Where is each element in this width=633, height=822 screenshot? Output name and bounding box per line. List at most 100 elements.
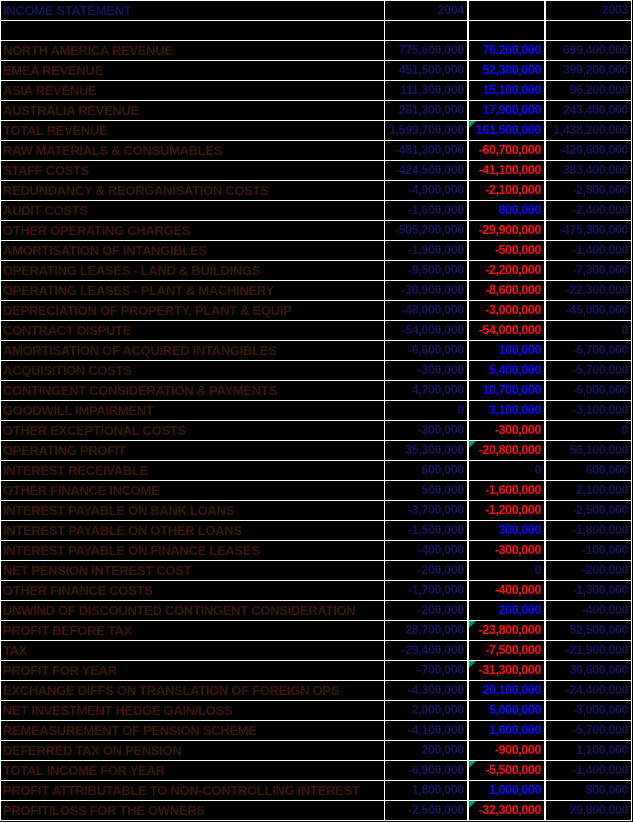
row-label[interactable]: AUDIT COSTS [0,200,385,221]
row-label[interactable]: INTEREST PAYABLE ON FINANCE LEASES [0,540,385,561]
blank-cell[interactable] [383,20,469,41]
value-2004[interactable]: -300,000 [383,420,469,441]
value-2004[interactable]: -30,900,000 [383,280,469,301]
row-label[interactable]: OPERATING PROFIT [0,440,385,461]
value-2003[interactable]: -5,700,000 [544,720,632,741]
value-diff[interactable]: -5,500,000 [466,760,547,781]
value-2004[interactable]: -2,500,000 [383,800,469,821]
value-2003[interactable]: -200,000 [544,560,632,581]
value-diff[interactable]: -400,000 [466,580,547,601]
value-2004[interactable]: 500,000 [383,480,469,501]
value-2003[interactable]: -21,900,000 [544,640,632,661]
value-2004[interactable]: 28,700,000 [383,620,469,641]
value-diff[interactable]: -900,000 [466,740,547,761]
row-label[interactable]: NORTH AMERICA REVENUE [0,40,385,61]
value-diff[interactable]: -23,800,000 [466,620,547,641]
row-label[interactable]: RAW MATERIALS & CONSUMABLES [0,140,385,161]
value-diff[interactable]: -8,600,000 [466,280,547,301]
value-2003[interactable]: -100,000 [544,540,632,561]
value-2003[interactable]: 600,000 [544,460,632,481]
value-2004[interactable]: -4,900,000 [383,180,469,201]
row-label[interactable]: CONTRACT DISPUTE [0,320,385,341]
value-2004[interactable]: -54,000,000 [383,320,469,341]
blank-cell[interactable] [466,20,547,41]
value-2003[interactable]: -2,400,000 [544,200,632,221]
value-diff[interactable]: -32,300,000 [466,800,547,821]
value-diff[interactable]: -54,000,000 [466,320,547,341]
value-2004[interactable]: 111,300,000 [383,80,469,101]
value-2004[interactable]: -400,000 [383,540,469,561]
row-label[interactable]: OTHER FINANCE COSTS [0,580,385,601]
value-2004[interactable]: -29,400,000 [383,640,469,661]
value-2004[interactable]: 451,500,000 [383,60,469,81]
row-label[interactable]: AUSTRALIA REVENUE [0,100,385,121]
value-diff[interactable]: -2,100,000 [466,180,547,201]
value-2003[interactable]: -1,400,000 [544,760,632,781]
value-diff[interactable]: -31,300,000 [466,660,547,681]
value-2003[interactable]: 243,400,000 [544,100,632,121]
value-diff[interactable]: -29,900,000 [466,220,547,241]
value-2004[interactable]: -6,900,000 [383,760,469,781]
value-2004[interactable]: -9,500,000 [383,260,469,281]
row-label[interactable]: CONTINGENT CONSIDERATION & PAYMENTS [0,380,385,401]
row-label[interactable]: TAX [0,640,385,661]
value-diff[interactable]: 800,000 [466,200,547,221]
value-2003[interactable]: 1,438,200,000 [544,120,632,141]
value-diff[interactable]: -20,800,000 [466,440,547,461]
value-2004[interactable]: -200,000 [383,600,469,621]
value-2003[interactable]: 0 [544,420,632,441]
col-header-diff[interactable] [466,0,547,21]
value-diff[interactable]: -41,100,000 [466,160,547,181]
value-diff[interactable]: -300,000 [466,540,547,561]
row-label[interactable]: UNWIND OF DISCOUNTED CONTINGENT CONSIDER… [0,600,385,621]
row-label[interactable]: PROFIT ATTRIBUTABLE TO NON-CONTROLLING I… [0,780,385,801]
value-diff[interactable]: 300,000 [466,520,547,541]
value-2003[interactable]: -1,400,000 [544,240,632,261]
value-2003[interactable]: 800,000 [544,780,632,801]
row-label[interactable]: REMEASUREMENT OF PENSION SCHEME [0,720,385,741]
value-2003[interactable]: -2,800,000 [544,180,632,201]
row-label[interactable]: NET PENSION INTEREST COST [0,560,385,581]
row-label[interactable]: TOTAL REVENUE [0,120,385,141]
col-header-2003[interactable]: 2003 [544,0,632,21]
value-diff[interactable]: -1,600,000 [466,480,547,501]
value-diff[interactable]: 200,000 [466,600,547,621]
row-label[interactable]: PROFIT BEFORE TAX [0,620,385,641]
value-2004[interactable]: -200,000 [383,560,469,581]
value-diff[interactable]: 0 [466,560,547,581]
value-2003[interactable]: 2,100,000 [544,480,632,501]
value-2003[interactable]: -22,300,000 [544,280,632,301]
value-2003[interactable]: 1,100,000 [544,740,632,761]
value-2004[interactable]: -1,600,000 [383,200,469,221]
value-2004[interactable]: 2,000,000 [383,700,469,721]
col-header-2004[interactable]: 2004 [383,0,469,21]
row-label[interactable]: ASIA REVENUE [0,80,385,101]
value-diff[interactable]: 52,300,000 [466,60,547,81]
value-2004[interactable]: -1,700,000 [383,580,469,601]
row-label[interactable]: ACQUISITION COSTS [0,360,385,381]
value-2003[interactable]: -383,400,000 [544,160,632,181]
value-2004[interactable]: 775,600,000 [383,40,469,61]
value-2003[interactable]: 699,400,000 [544,40,632,61]
value-diff[interactable]: 15,100,000 [466,80,547,101]
blank-cell[interactable] [544,20,632,41]
value-2004[interactable]: 600,000 [383,460,469,481]
value-diff[interactable]: 20,100,000 [466,680,547,701]
value-2004[interactable]: -481,300,000 [383,140,469,161]
value-2004[interactable]: -3,700,000 [383,500,469,521]
value-diff[interactable]: 10,700,000 [466,380,547,401]
value-2003[interactable]: -24,400,000 [544,680,632,701]
row-label[interactable]: AMORTISATION OF INTANGIBLES [0,240,385,261]
row-label[interactable]: INTEREST RECEIVABLE [0,460,385,481]
row-label[interactable]: NET INVESTMENT HEDGE GAIN/LOSS [0,700,385,721]
value-2004[interactable]: 1,800,000 [383,780,469,801]
value-diff[interactable]: -60,700,000 [466,140,547,161]
value-2003[interactable]: -2,500,000 [544,500,632,521]
value-2003[interactable]: -3,000,000 [544,700,632,721]
value-2004[interactable]: -700,000 [383,660,469,681]
row-label[interactable]: STAFF COSTS [0,160,385,181]
value-2004[interactable]: -1,500,000 [383,520,469,541]
row-label[interactable]: DEFERRED TAX ON PENSION [0,740,385,761]
value-2003[interactable]: -45,000,000 [544,300,632,321]
blank-cell[interactable] [0,20,385,41]
